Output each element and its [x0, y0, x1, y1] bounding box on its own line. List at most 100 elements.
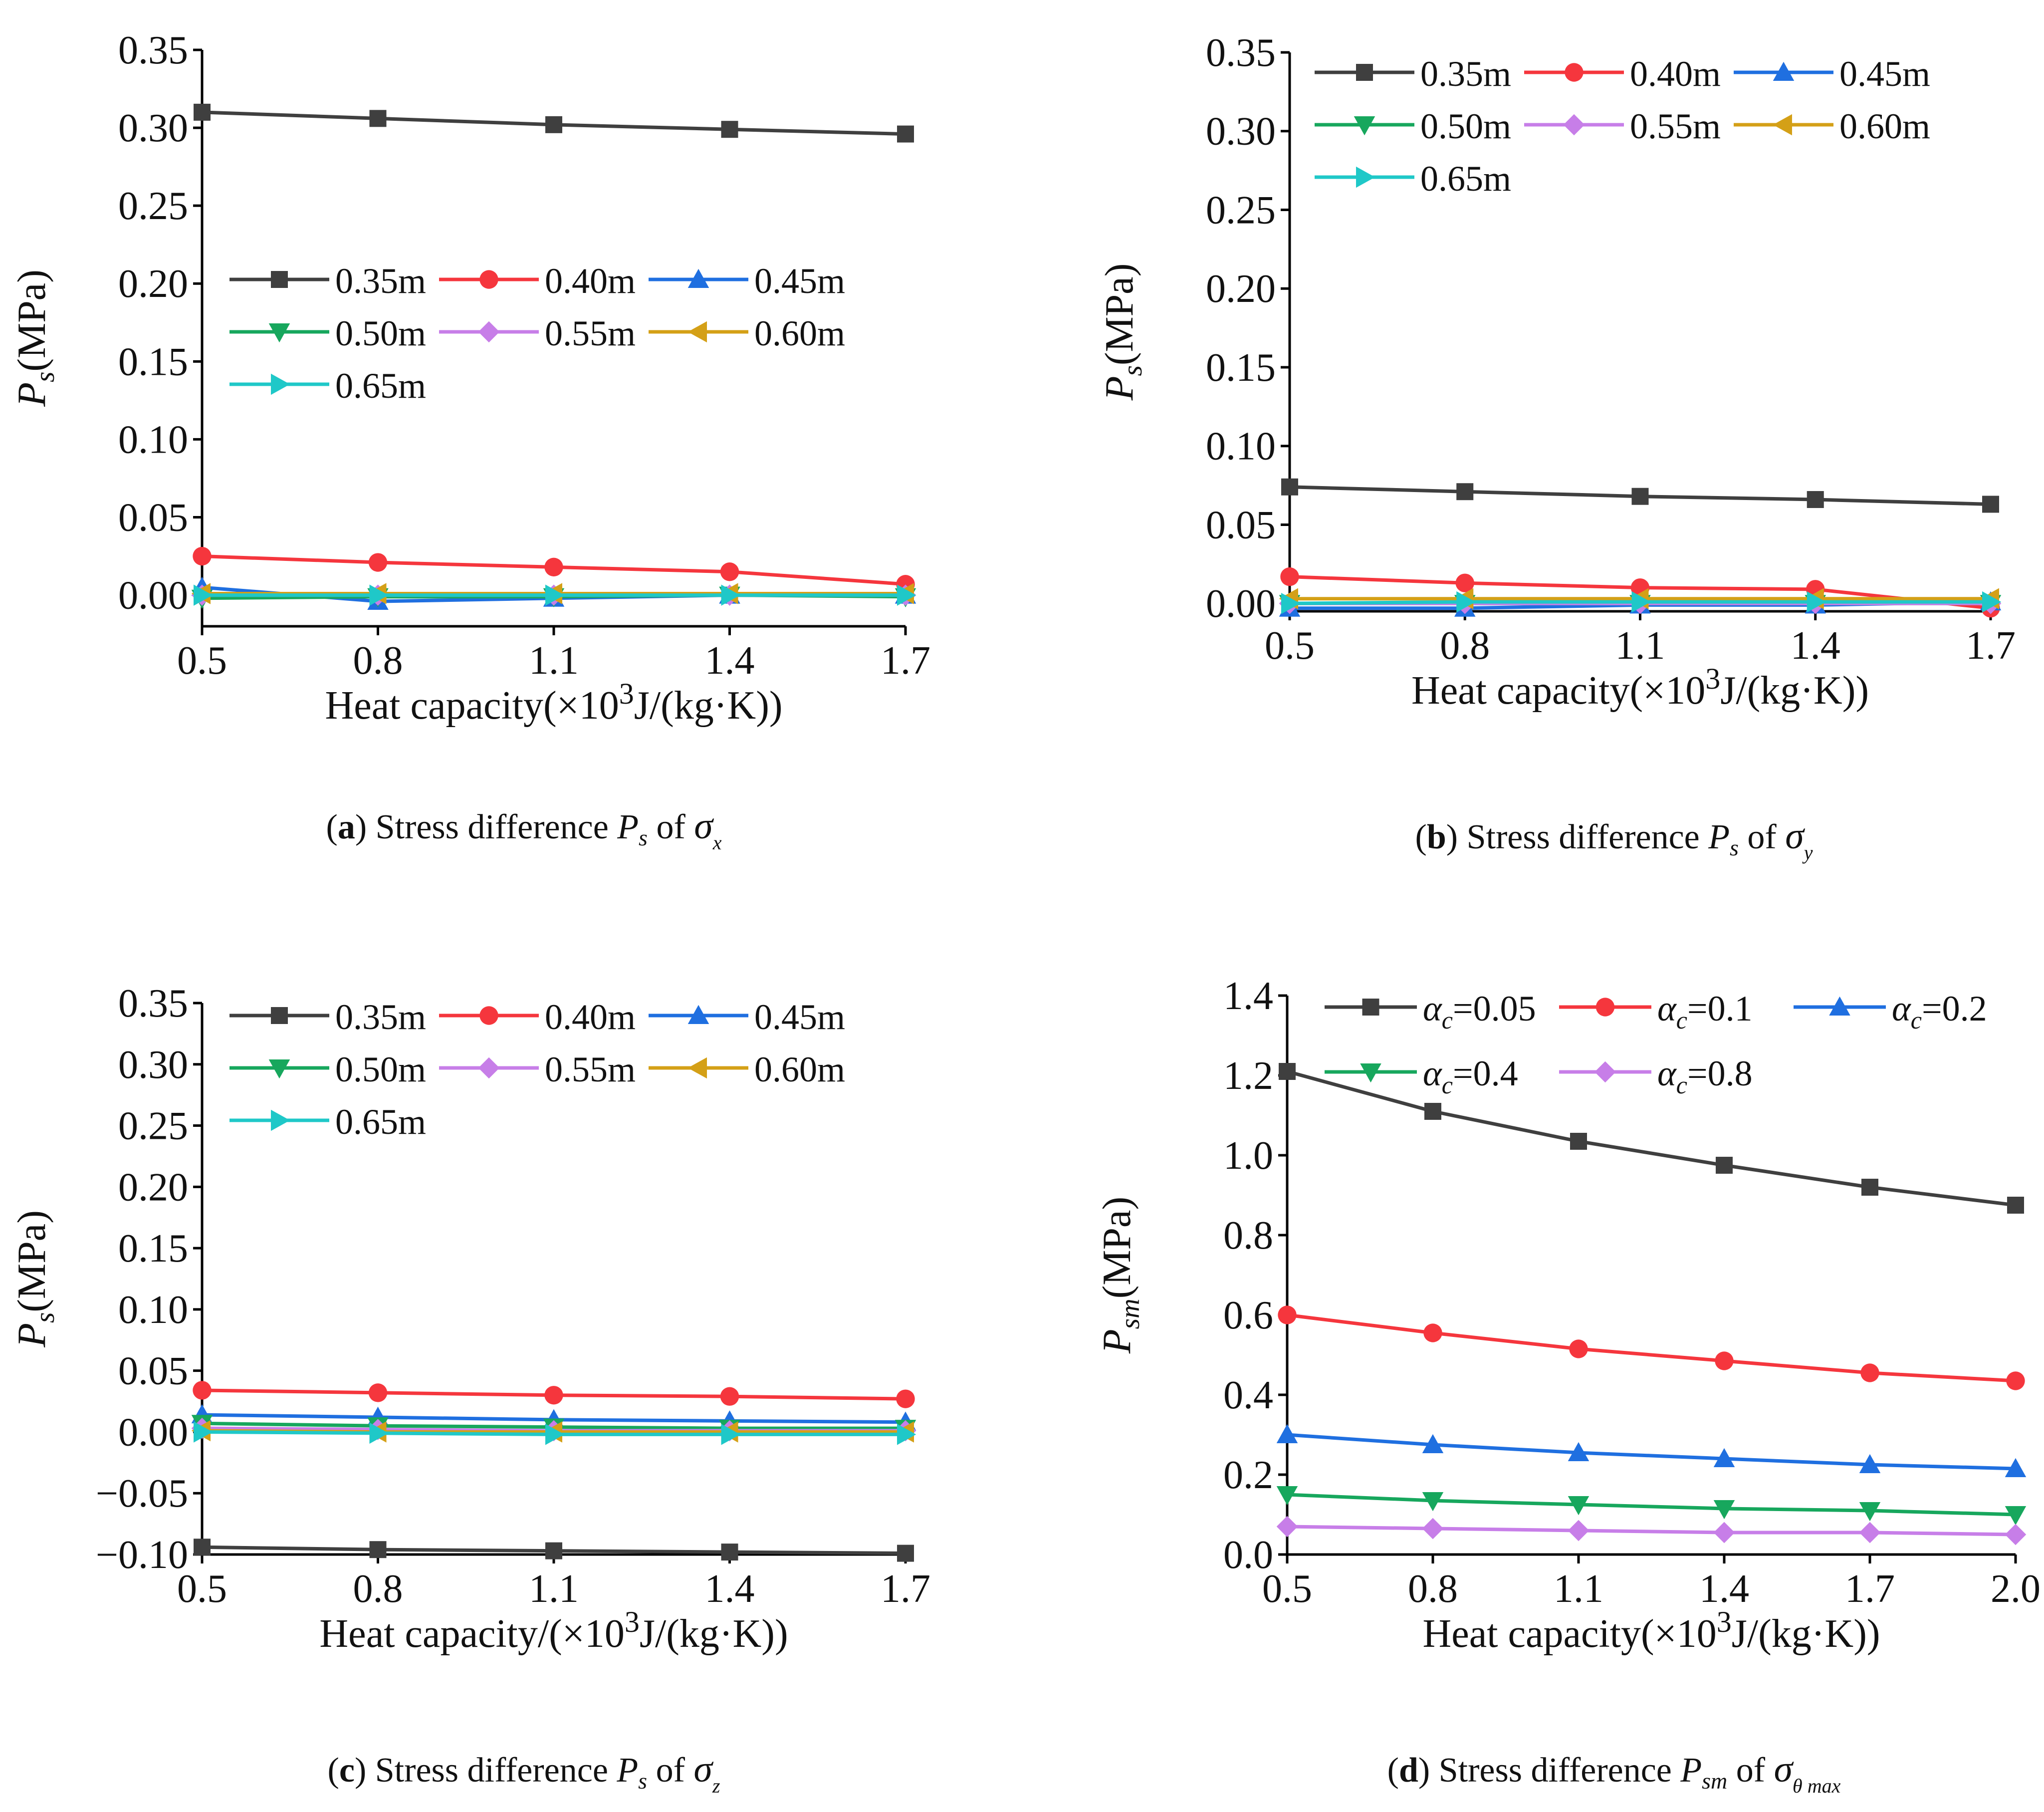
data-point [721, 1544, 738, 1561]
data-point [194, 1539, 211, 1556]
data-point [194, 584, 213, 606]
legend-label: 0.40m [545, 261, 636, 301]
x-axis-label: Heat capacity/(×103J/(kg·K)) [319, 1605, 788, 1656]
legend-label: 0.35m [335, 261, 426, 301]
data-point [1861, 1179, 1878, 1196]
y-tick-label: 0.05 [118, 496, 188, 539]
x-tick-label: 1.7 [881, 1567, 930, 1611]
data-point [369, 584, 389, 606]
y-tick-label: 0.10 [118, 1288, 188, 1332]
legend-marker [268, 323, 290, 343]
legend-marker [687, 268, 709, 288]
data-point [1276, 1516, 1298, 1538]
data-point [1859, 1454, 1881, 1473]
x-tick-label: 1.1 [529, 1567, 579, 1611]
legend: αc=0.05 αc=0.1 αc=0.2 αc=0.4 αc=0.8 [1325, 989, 1987, 1099]
x-tick-label: 1.4 [705, 639, 755, 683]
y-tick-label: 0.35 [118, 982, 188, 1026]
y-tick-label: 0.00 [118, 1410, 188, 1454]
data-point [1276, 1486, 1298, 1506]
data-point [545, 1542, 562, 1559]
y-tick-label: 0.25 [118, 1104, 188, 1148]
legend-marker [271, 1007, 288, 1024]
data-point [369, 1422, 389, 1444]
x-tick-label: 0.8 [1408, 1567, 1458, 1611]
data-point [368, 1383, 388, 1402]
x-tick-label: 1.7 [1966, 624, 2016, 668]
x-axis-label: Heat capacity(×103J/(kg·K)) [1411, 662, 1869, 713]
data-point [1424, 1103, 1441, 1120]
legend-label: 0.55m [1630, 106, 1721, 146]
x-tick-label: 1.4 [705, 1567, 755, 1611]
x-tick-label: 2.0 [1991, 1567, 2041, 1611]
legend-marker [1563, 114, 1585, 136]
data-point [897, 1424, 916, 1445]
data-point [1422, 1518, 1444, 1540]
data-point [194, 103, 211, 121]
legend-marker [478, 1057, 500, 1079]
x-axis-label: Heat capacity(×103J/(kg·K)) [1423, 1605, 1880, 1656]
panel-caption: (d) Stress difference Psm of σθ max [1387, 1748, 1841, 1797]
panel-d: 0.0 0.2 0.4 0.6 0.8 1.0 1.2 1.4 0.5 0.8 1.1 1.4 1.7 2… [1095, 974, 2041, 1797]
legend: 0.35m 0.40m 0.45m 0.50m 0.55m 0.60m 0.65m [1315, 54, 1930, 199]
y-tick-label: 0.25 [1206, 188, 1276, 232]
x-tick-label: 1.4 [1791, 624, 1840, 668]
y-tick-label: 0.15 [1206, 346, 1276, 390]
data-point [1279, 1063, 1296, 1080]
legend-label: 0.60m [754, 313, 845, 353]
legend-label: 0.35m [335, 997, 426, 1037]
data-point [1570, 1133, 1587, 1150]
data-point [1713, 1522, 1735, 1544]
x-tick-label: 0.5 [1265, 624, 1315, 668]
series-line-0 [1287, 1069, 2016, 1207]
series-line-1 [1287, 1313, 2016, 1383]
legend-marker [271, 271, 288, 288]
legend-marker [1773, 114, 1792, 136]
y-tick-label: 1.2 [1223, 1054, 1273, 1098]
legend: 0.35m 0.40m 0.45m 0.50m 0.55m 0.60m 0.65m [229, 261, 845, 406]
y-tick-label: 1.0 [1223, 1134, 1273, 1178]
data-point [1715, 1351, 1734, 1370]
data-point [1859, 1502, 1881, 1522]
legend-marker [268, 1059, 290, 1079]
legend-marker [1362, 999, 1379, 1016]
panel-caption: (a) Stress difference Ps of σx [326, 805, 722, 854]
y-tick-label: 0.15 [118, 1227, 188, 1271]
legend-marker [1354, 116, 1375, 136]
x-tick-label: 0.8 [1440, 624, 1490, 668]
x-tick-label: 1.7 [881, 639, 930, 683]
y-tick-label: −0.05 [96, 1472, 188, 1516]
legend-label: 0.55m [545, 1049, 636, 1089]
legend-marker [1594, 1061, 1616, 1083]
legend-label: 0.50m [335, 313, 426, 353]
x-tick-label: 0.5 [177, 1567, 227, 1611]
legend-label: 0.50m [1420, 106, 1511, 146]
data-point [1860, 1363, 1879, 1382]
legend-label: 0.60m [1839, 106, 1930, 146]
y-tick-label: 0.20 [118, 262, 188, 306]
data-point [2006, 1371, 2025, 1390]
data-point [721, 121, 738, 138]
data-point [1455, 573, 1474, 592]
legend-marker [687, 321, 707, 343]
legend-label: αc=0.1 [1657, 989, 1753, 1034]
x-axis-label: Heat capacity(×103J/(kg·K)) [325, 677, 783, 728]
y-tick-label: 0.30 [1206, 110, 1276, 154]
legend-label: 0.40m [545, 997, 636, 1037]
x-tick-label: 1.1 [1554, 1567, 1603, 1611]
data-point [1569, 1339, 1588, 1358]
data-point [1422, 1492, 1444, 1512]
data-point [545, 1424, 565, 1445]
y-tick-label: 0.00 [118, 574, 188, 618]
data-point [193, 546, 212, 566]
data-point [2007, 1197, 2024, 1214]
legend-label: 0.35m [1420, 54, 1511, 94]
legend-marker [479, 1006, 498, 1025]
legend-label: 0.55m [545, 313, 636, 353]
data-point [1568, 1520, 1590, 1542]
x-tick-label: 0.5 [1262, 1567, 1312, 1611]
y-tick-label: 0.00 [1206, 582, 1276, 626]
y-tick-label: 0.0 [1223, 1533, 1273, 1577]
data-point [721, 1424, 740, 1445]
series-line-3 [1287, 1493, 2016, 1517]
